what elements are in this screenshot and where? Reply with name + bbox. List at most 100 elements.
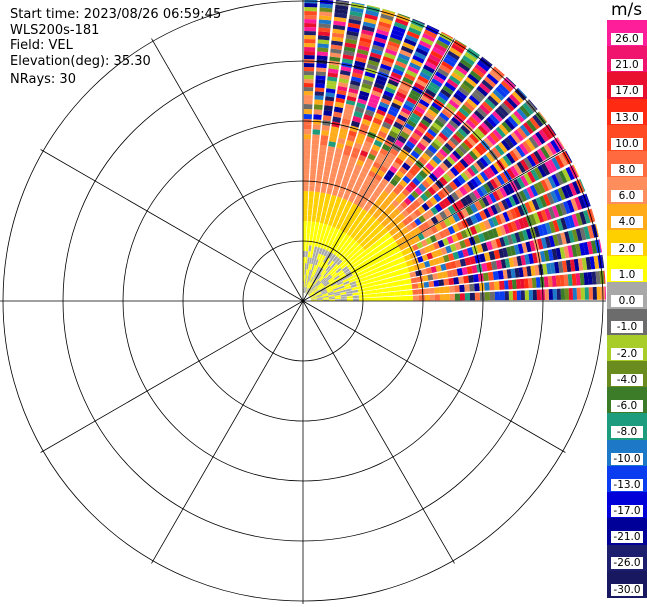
velocity-gate [408,26,422,36]
velocity-gate [372,40,386,48]
velocity-gate [520,254,527,266]
velocity-gate [309,185,315,192]
velocity-gate [317,282,323,288]
velocity-gate [444,293,450,301]
velocity-gate [522,188,531,200]
velocity-gate [341,58,354,65]
velocity-gate [396,269,404,276]
velocity-gate [341,180,348,187]
velocity-gate [310,296,317,299]
velocity-gate [474,223,482,234]
velocity-gate [477,273,484,282]
velocity-gate [448,119,459,130]
velocity-gate [342,192,350,201]
velocity-gate [415,269,423,277]
velocity-gate [395,170,405,179]
velocity-gate [457,127,468,138]
velocity-gate [443,254,450,263]
velocity-gate [491,147,502,158]
velocity-gate [486,206,495,217]
velocity-gate [497,201,506,212]
velocity-gate [449,153,459,163]
velocity-gate [499,157,509,169]
velocity-gate [543,144,554,157]
velocity-gate [544,236,552,248]
velocity-gate [534,264,540,276]
velocity-gate [371,202,380,211]
velocity-gate [382,161,391,169]
velocity-gate [349,10,363,18]
velocity-gate [369,148,379,157]
velocity-gate [517,205,525,217]
velocity-gate [303,71,315,76]
velocity-gate [338,204,345,212]
velocity-gate [310,159,318,165]
velocity-gate [325,212,332,220]
velocity-gate [354,60,366,67]
velocity-gate [427,24,440,32]
velocity-gate [318,275,324,281]
velocity-gate [372,161,381,170]
velocity-gate [463,101,475,112]
velocity-gate [337,237,344,244]
velocity-gate [506,222,514,233]
velocity-gate [402,126,413,136]
velocity-gate [346,221,353,229]
velocity-gate [433,43,447,53]
velocity-gate [346,293,353,297]
velocity-gate [321,290,328,294]
velocity-gate [373,139,383,148]
velocity-gate [311,139,320,145]
velocity-gate [547,159,558,172]
velocity-gate [303,83,314,88]
velocity-gate [316,55,328,61]
velocity-gate [346,30,359,37]
velocity-gate [343,241,350,248]
velocity-gate [338,285,345,290]
velocity-gate [481,101,494,113]
velocity-gate [368,282,376,287]
velocity-gate [517,87,528,98]
velocity-gate [340,211,348,219]
velocity-gate [313,279,319,285]
velocity-gate [365,9,379,17]
velocity-gate [414,218,422,226]
velocity-gate [510,220,518,232]
velocity-gate [318,198,325,206]
velocity-gate [466,247,474,256]
velocity-gate [316,259,321,267]
velocity-gate [381,219,389,228]
velocity-gate [433,280,440,287]
velocity-gate [325,88,336,94]
velocity-gate [361,118,372,127]
velocity-gate [377,105,388,113]
velocity-gate [514,219,522,231]
velocity-gate [539,250,546,263]
velocity-gate [414,105,426,115]
velocity-gate [388,296,395,301]
velocity-gate [348,14,363,21]
velocity-gate [499,280,505,290]
velocity-gate [303,79,314,84]
velocity-gate [314,191,320,199]
velocity-gate [588,287,593,300]
velocity-gate [348,130,357,138]
velocity-gate [392,174,402,183]
velocity-gate [387,40,401,49]
velocity-gate [332,162,340,169]
velocity-gate [338,271,345,277]
velocity-gate [415,47,429,57]
velocity-gate [304,47,316,52]
velocity-gate [548,289,553,300]
velocity-gate [411,243,419,251]
velocity-gate [431,183,441,193]
velocity-gate [362,264,369,270]
velocity-gate [361,82,372,90]
velocity-gate [494,202,502,214]
velocity-gate [518,267,524,278]
velocity-gate [548,221,556,234]
velocity-gate [317,241,322,248]
velocity-gate [324,283,331,288]
velocity-gate [338,132,347,140]
velocity-gate [304,0,318,4]
